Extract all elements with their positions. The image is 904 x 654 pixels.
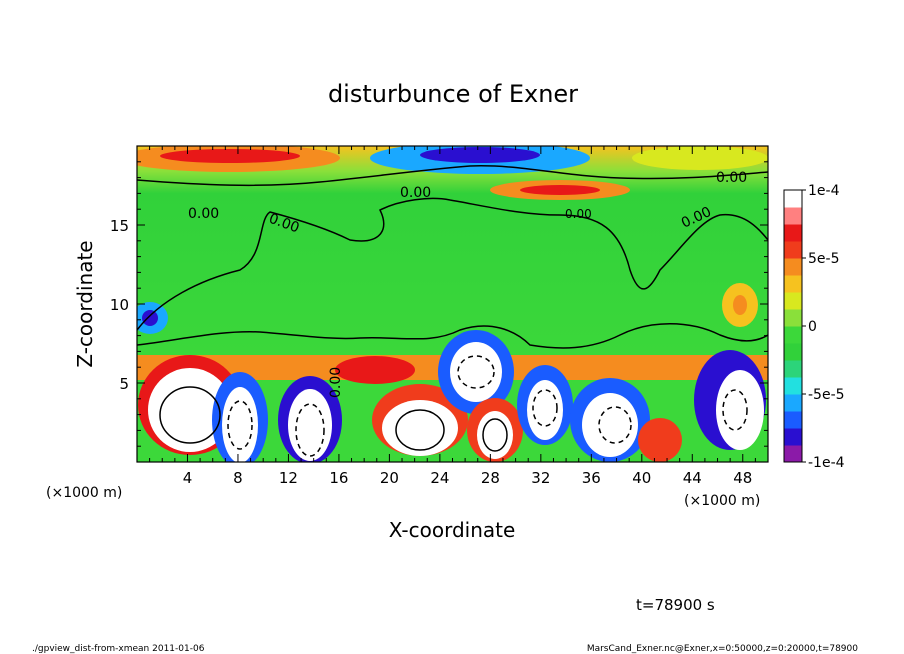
y-tick-label: 10 bbox=[110, 296, 129, 314]
x-tick-label: 48 bbox=[733, 469, 752, 487]
heatmap-blob bbox=[632, 146, 768, 170]
colorbar-swatch bbox=[784, 190, 802, 208]
y-tick-label: 5 bbox=[119, 375, 129, 393]
x-tick-label: 36 bbox=[582, 469, 601, 487]
y-tick-label: 15 bbox=[110, 217, 129, 235]
contour-label: 0.00 bbox=[328, 367, 344, 398]
heatmap-blob bbox=[142, 310, 158, 326]
heatmap-blob bbox=[716, 370, 764, 450]
contour-label: 0.00 bbox=[188, 206, 219, 222]
heatmap-blob bbox=[582, 393, 638, 457]
colorbar-swatch bbox=[784, 241, 802, 259]
x-tick-label: 24 bbox=[430, 469, 449, 487]
colorbar-swatch bbox=[784, 224, 802, 242]
colorbar-swatch bbox=[784, 411, 802, 429]
heatmap-blob bbox=[733, 295, 747, 315]
y-axis-label: Z-coordinate bbox=[73, 240, 97, 367]
heatmap-blob bbox=[382, 400, 458, 456]
x-tick-label: 44 bbox=[683, 469, 702, 487]
contour-label: 0.00 bbox=[716, 170, 747, 186]
x-tick-label: 28 bbox=[481, 469, 500, 487]
heatmap-blob bbox=[420, 147, 540, 163]
heatmap-blob bbox=[477, 411, 513, 459]
contour-lines bbox=[137, 165, 768, 457]
negative-contour bbox=[227, 400, 253, 450]
y-axis: 5 10 15 bbox=[110, 161, 768, 447]
heatmap-field bbox=[137, 146, 768, 462]
x-tick-label: 12 bbox=[279, 469, 298, 487]
heatmap-blob bbox=[335, 356, 415, 384]
negative-contour bbox=[598, 406, 632, 444]
zero-contour-lower bbox=[137, 323, 768, 349]
x-tick-label: 40 bbox=[632, 469, 651, 487]
colorbar-tick-label: 5e-5 bbox=[808, 251, 839, 267]
colorbar-swatch bbox=[784, 292, 802, 310]
heatmap-blob bbox=[288, 389, 332, 461]
x-tick-label: 16 bbox=[329, 469, 348, 487]
colorbar-tick-label: 0 bbox=[808, 319, 817, 335]
x-axis: 4 8 12 16 20 24 28 32 36 40 44 48 bbox=[149, 146, 756, 487]
negative-contour bbox=[532, 389, 558, 427]
colorbar-swatch bbox=[784, 394, 802, 412]
colorbar-tick-label: -5e-5 bbox=[808, 387, 845, 403]
colorbar-tick-label: 1e-4 bbox=[808, 183, 840, 199]
zero-contour-upper bbox=[137, 165, 768, 187]
colorbar-swatch bbox=[784, 309, 802, 327]
x-tick-label: 4 bbox=[183, 469, 193, 487]
contour-label: 0.00 bbox=[400, 185, 431, 201]
x-tick-label: 8 bbox=[233, 469, 243, 487]
colorbar-swatch bbox=[784, 343, 802, 361]
chart-title: disturbunce of Exner bbox=[328, 80, 578, 108]
colorbar-swatch bbox=[784, 207, 802, 225]
contour-label: 0.00 bbox=[565, 207, 592, 221]
colorbar-swatch bbox=[784, 377, 802, 395]
positive-contour bbox=[159, 386, 221, 444]
time-label: t=78900 s bbox=[636, 596, 715, 614]
negative-contour bbox=[457, 355, 495, 389]
heatmap-blob bbox=[520, 185, 600, 195]
colorbar: 1e-4 5e-5 0 -5e-5 -1e-4 bbox=[783, 183, 845, 471]
heatmap-blob bbox=[450, 342, 502, 402]
heatmap-blob bbox=[160, 149, 300, 163]
colorbar-swatch bbox=[784, 428, 802, 446]
colorbar-swatch bbox=[784, 360, 802, 378]
x-unit-label: (×1000 m) bbox=[46, 485, 122, 501]
positive-contour bbox=[395, 409, 445, 451]
negative-contour bbox=[722, 389, 748, 431]
colorbar-tick-label: -1e-4 bbox=[808, 455, 845, 471]
footer-left: ./gpview_dist-from-xmean 2011-01-06 bbox=[32, 644, 205, 654]
negative-contour bbox=[295, 403, 325, 457]
colorbar-swatch bbox=[784, 258, 802, 276]
x-axis-label: X-coordinate bbox=[389, 518, 516, 542]
colorbar-swatch bbox=[784, 326, 802, 344]
positive-contour bbox=[482, 418, 508, 452]
colorbar-swatch bbox=[784, 445, 802, 463]
colorbar-swatch bbox=[784, 275, 802, 293]
footer-right: MarsCand_Exner.nc@Exner,x=0:50000,z=0:20… bbox=[587, 644, 858, 654]
y-unit-label: (×1000 m) bbox=[684, 493, 760, 509]
x-tick-label: 32 bbox=[531, 469, 550, 487]
zero-contour-middle bbox=[137, 197, 768, 331]
x-tick-label: 20 bbox=[380, 469, 399, 487]
heatmap-blob bbox=[638, 418, 682, 462]
heatmap-blob bbox=[148, 368, 232, 452]
heatmap-blob bbox=[222, 387, 258, 462]
